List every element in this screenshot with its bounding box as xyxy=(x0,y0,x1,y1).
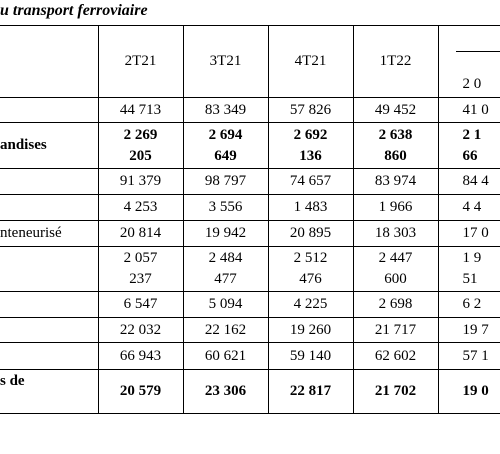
value-cell: 22 817 xyxy=(267,369,354,414)
value-cell: 84 4 xyxy=(437,168,500,195)
row-label: s de xyxy=(0,369,99,414)
header-cell: 4T21 xyxy=(267,25,354,98)
value-cell: 6 547 xyxy=(97,291,184,318)
value-cell: 18 303 xyxy=(352,220,439,247)
value-cell: 19 942 xyxy=(182,220,269,247)
table-row: 4 253 3 556 1 483 1 966 4 4 xyxy=(0,194,500,221)
value-cell: 1 483 xyxy=(267,194,354,221)
value-cell: 2 698 xyxy=(352,291,439,318)
value-cell: 20 579 xyxy=(97,369,184,414)
value-cell: 2 512 476 xyxy=(267,246,354,292)
value-cell: 2 447 600 xyxy=(352,246,439,292)
table-row: s de 20 579 23 306 22 817 21 702 19 0 xyxy=(0,369,500,414)
header-cell: 2T21 xyxy=(97,25,184,98)
table-row: 6 547 5 094 4 225 2 698 6 2 xyxy=(0,291,500,318)
value-cell: 4 4 xyxy=(437,194,500,221)
value-cell: 2 1 66 xyxy=(437,122,500,169)
table-row: 66 943 60 621 59 140 62 602 57 1 xyxy=(0,342,500,370)
value-cell: 57 826 xyxy=(267,97,354,123)
value-cell: 2 269 205 xyxy=(97,122,184,169)
value-cell: 23 306 xyxy=(182,369,269,414)
value-cell: 83 974 xyxy=(352,168,439,195)
table-row: 22 032 22 162 19 260 21 717 19 7 xyxy=(0,317,500,343)
value-cell: 74 657 xyxy=(267,168,354,195)
value-cell: 20 895 xyxy=(267,220,354,247)
row-label xyxy=(0,317,99,343)
table-row: 2 057 237 2 484 477 2 512 476 2 447 600 1 9 … xyxy=(0,246,500,292)
header-cell xyxy=(0,25,99,98)
value-cell: 2 484 477 xyxy=(182,246,269,292)
value-cell: 1 966 xyxy=(352,194,439,221)
value-cell: 3 556 xyxy=(182,194,269,221)
value-cell: 66 943 xyxy=(97,342,184,370)
row-label xyxy=(0,168,99,195)
row-label xyxy=(0,291,99,318)
value-cell: 62 602 xyxy=(352,342,439,370)
table-row: 91 379 98 797 74 657 83 974 84 4 xyxy=(0,168,500,195)
data-table: 2T21 3T21 4T21 1T22 2 0 44 713 83 349 57 826 49… xyxy=(0,25,500,414)
value-cell: 59 140 xyxy=(267,342,354,370)
value-cell: 4 253 xyxy=(97,194,184,221)
row-label: andises xyxy=(0,122,99,169)
value-cell: 19 260 xyxy=(267,317,354,343)
value-cell: 5 094 xyxy=(182,291,269,318)
value-cell: 2 692 136 xyxy=(267,122,354,169)
value-cell: 19 0 xyxy=(437,369,500,414)
value-cell: 41 0 xyxy=(437,97,500,123)
header-cell: 3T21 xyxy=(182,25,269,98)
row-label xyxy=(0,246,99,292)
row-label xyxy=(0,97,99,123)
value-cell: 98 797 xyxy=(182,168,269,195)
row-label xyxy=(0,194,99,221)
row-label: nteneurisé xyxy=(0,220,99,247)
row-label xyxy=(0,342,99,370)
value-cell: 20 814 xyxy=(97,220,184,247)
header-subcell: 2 0 xyxy=(455,50,500,97)
value-cell: 6 2 xyxy=(437,291,500,318)
value-cell: 2 057 237 xyxy=(97,246,184,292)
value-cell: 1 9 51 xyxy=(437,246,500,292)
value-cell: 17 0 xyxy=(437,220,500,247)
table-row: 44 713 83 349 57 826 49 452 41 0 xyxy=(0,97,500,123)
value-cell: 22 162 xyxy=(182,317,269,343)
value-cell: 44 713 xyxy=(97,97,184,123)
header-cell: 2 0 xyxy=(437,25,500,98)
value-cell: 21 717 xyxy=(352,317,439,343)
value-cell: 4 225 xyxy=(267,291,354,318)
value-cell: 2 694 649 xyxy=(182,122,269,169)
header-row: 2T21 3T21 4T21 1T22 2 0 xyxy=(0,25,500,98)
table-row: andises 2 269 205 2 694 649 2 692 136 2 638 … xyxy=(0,122,500,169)
value-cell: 21 702 xyxy=(352,369,439,414)
value-cell: 49 452 xyxy=(352,97,439,123)
header-cell: 1T22 xyxy=(352,25,439,98)
value-cell: 83 349 xyxy=(182,97,269,123)
value-cell: 60 621 xyxy=(182,342,269,370)
value-cell: 57 1 xyxy=(437,342,500,370)
table-title: u transport ferroviaire xyxy=(0,2,148,19)
header-group xyxy=(439,27,500,51)
value-cell: 91 379 xyxy=(97,168,184,195)
table-row: nteneurisé 20 814 19 942 20 895 18 303 17 0 xyxy=(0,220,500,247)
value-cell: 19 7 xyxy=(437,317,500,343)
value-cell: 2 638 860 xyxy=(352,122,439,169)
value-cell: 22 032 xyxy=(97,317,184,343)
